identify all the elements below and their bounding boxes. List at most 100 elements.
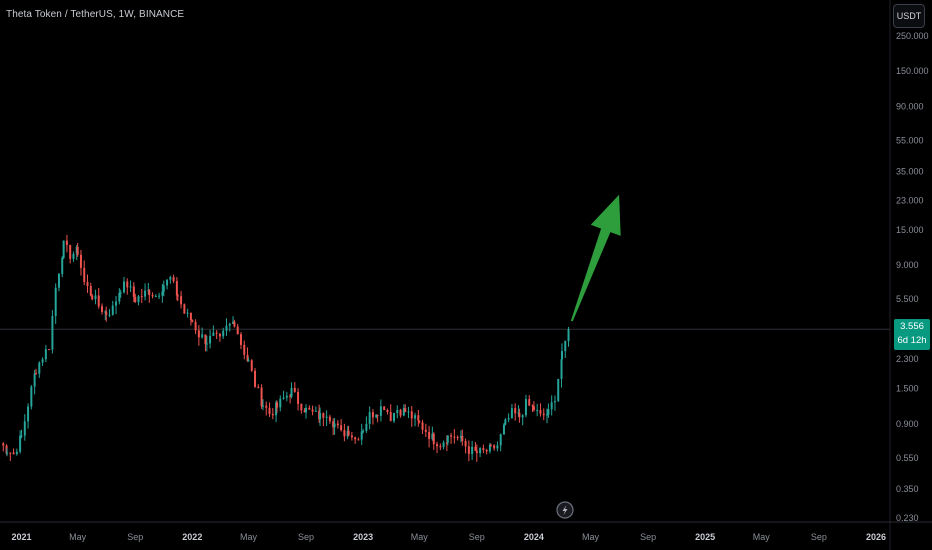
candle-body [129, 286, 132, 288]
y-tick-label: 0.550 [896, 453, 919, 463]
candle-body [333, 423, 336, 428]
candle-body [445, 442, 448, 444]
currency-button[interactable]: USDT [893, 4, 925, 28]
candle-body [15, 451, 18, 455]
candle-body [191, 320, 194, 322]
candle-body [19, 435, 22, 452]
candle-body [69, 244, 72, 259]
candle-body [319, 413, 322, 420]
x-tick-label: 2021 [12, 532, 32, 542]
candle-body [218, 333, 221, 337]
candle-body [311, 409, 314, 412]
x-tick-label: 2026 [866, 532, 886, 542]
arrow-up-right-icon [570, 194, 621, 322]
candle-body [485, 449, 488, 452]
candle-body [119, 292, 122, 294]
candle-body [546, 414, 549, 416]
candle-body [407, 411, 410, 413]
candle-body [539, 410, 542, 414]
candle-body [464, 440, 467, 447]
candle-body [228, 323, 231, 326]
candle-body [33, 373, 36, 387]
candle-body [471, 446, 474, 454]
candle-body [474, 446, 477, 451]
x-tick-label: Sep [640, 532, 656, 542]
candle-body [118, 292, 121, 302]
candle-body [35, 373, 38, 375]
candle-body [189, 312, 192, 321]
candle-body [134, 296, 137, 303]
lightning-glyph [562, 505, 568, 515]
candle-body [51, 315, 54, 350]
candle-body [79, 254, 82, 268]
candle-body [521, 415, 524, 418]
symbol-title: Theta Token / TetherUS, 1W, BINANCE [6, 9, 185, 20]
y-tick-label: 0.900 [896, 419, 919, 429]
candle-body [144, 290, 147, 297]
candle-body [175, 281, 178, 296]
candle-body [27, 406, 30, 422]
candle-body [212, 332, 215, 336]
candle-body [285, 395, 288, 398]
candle-body [108, 314, 111, 316]
candle-body [360, 431, 363, 440]
candle-body [446, 435, 449, 443]
candle-body [357, 439, 360, 441]
candle-body [453, 436, 456, 438]
candle-body [542, 413, 545, 416]
x-tick-label: 2024 [524, 532, 544, 542]
bar-countdown: 6d 12h [897, 335, 927, 346]
candle-body [442, 442, 445, 447]
y-tick-label: 250.000 [896, 31, 929, 41]
x-tick-label: Sep [298, 532, 314, 542]
candle-body [564, 341, 567, 352]
candle-body [325, 416, 328, 418]
candle-body [340, 425, 343, 431]
candle-body [336, 423, 339, 426]
candle-body [172, 277, 175, 282]
candle-body [101, 306, 104, 312]
candle-body [12, 452, 15, 455]
candle-body [475, 450, 478, 454]
candle-body [246, 354, 249, 362]
candle-body [180, 296, 183, 305]
candle-body [328, 416, 331, 422]
candle-body [424, 429, 427, 432]
candle-body [275, 402, 278, 416]
candle-body [524, 399, 527, 416]
x-tick-label: Sep [811, 532, 827, 542]
candle-body [504, 419, 507, 425]
candle-body [399, 409, 402, 416]
candle-body [151, 295, 154, 297]
x-tick-label: May [411, 532, 429, 542]
y-tick-label: 150.000 [896, 66, 929, 76]
candle-body [169, 277, 172, 280]
candle-body [137, 296, 140, 303]
candle-body [186, 312, 189, 314]
y-tick-label: 1.500 [896, 384, 919, 394]
candle-body [553, 401, 556, 403]
candle-body [496, 445, 499, 449]
candle-body [389, 412, 392, 422]
candle-body [260, 387, 263, 407]
candle-body [510, 408, 513, 419]
candle-body [418, 420, 421, 423]
candle-body [536, 410, 539, 412]
candle-body [225, 325, 228, 331]
y-tick-label: 2.300 [896, 354, 919, 364]
y-tick-label: 0.350 [896, 484, 919, 494]
candle-body [293, 387, 296, 392]
candle-body [421, 422, 424, 430]
y-tick-label: 23.000 [896, 195, 924, 205]
candle-body [48, 349, 51, 351]
candle-body [432, 433, 435, 445]
y-tick-label: 15.000 [896, 225, 924, 235]
candle-body [547, 409, 550, 415]
x-tick-label: 2022 [182, 532, 202, 542]
x-tick-label: 2023 [353, 532, 373, 542]
candle-body [91, 295, 94, 300]
candle-body [236, 326, 239, 335]
candle-body [396, 409, 399, 414]
candle-body [6, 452, 9, 454]
